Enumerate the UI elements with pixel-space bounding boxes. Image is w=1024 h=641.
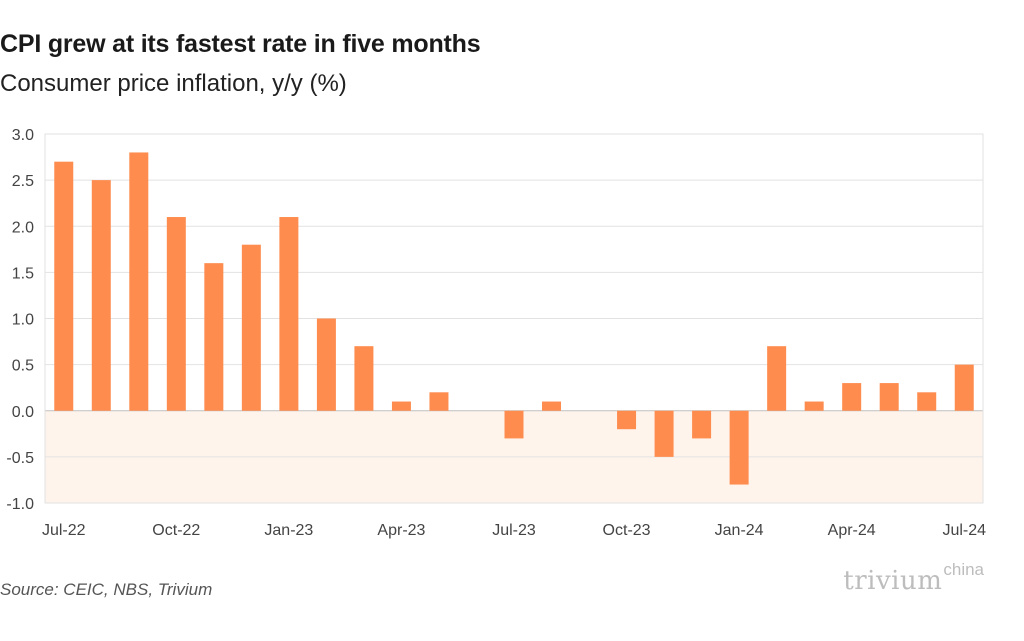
y-tick-label: -1.0 bbox=[6, 496, 34, 513]
bar-jan-23 bbox=[279, 217, 299, 411]
bar-jul-23 bbox=[504, 410, 524, 439]
bar-nov-23 bbox=[654, 410, 674, 457]
bars-layer bbox=[54, 152, 974, 485]
bar-apr-24 bbox=[842, 383, 862, 411]
bar-feb-23 bbox=[316, 318, 336, 411]
bar-may-23 bbox=[429, 392, 449, 411]
y-tick-label: 2.0 bbox=[12, 219, 34, 236]
x-tick-label: Jul-22 bbox=[42, 522, 86, 539]
y-tick-label: -0.5 bbox=[6, 450, 34, 467]
bar-jun-24 bbox=[917, 392, 937, 411]
bar-dec-22 bbox=[241, 244, 261, 411]
bar-mar-24 bbox=[804, 401, 824, 411]
bar-jul-24 bbox=[954, 364, 974, 411]
logo-main-text: trivium bbox=[843, 566, 943, 596]
y-tick-label: 0.0 bbox=[12, 404, 34, 421]
chart-subtitle: Consumer price inflation, y/y (%) bbox=[0, 70, 347, 97]
y-axis-ticks: 3.0 2.5 2.0 1.5 1.0 0.5 0.0 -0.5 -1.0 bbox=[6, 127, 34, 513]
y-tick-label: 0.5 bbox=[12, 358, 34, 375]
x-axis-ticks: Jul-22 Oct-22 Jan-23 Apr-23 Jul-23 Oct-23 Jan-… bbox=[42, 522, 986, 539]
x-tick-label: Jan-23 bbox=[264, 522, 313, 539]
bar-aug-22 bbox=[91, 180, 111, 411]
bar-nov-22 bbox=[204, 263, 224, 411]
y-tick-label: 1.0 bbox=[12, 312, 34, 329]
logo-sup-text: china bbox=[943, 560, 984, 579]
x-tick-label: Jan-24 bbox=[715, 522, 764, 539]
bar-feb-24 bbox=[767, 346, 787, 411]
bar-oct-23 bbox=[617, 410, 637, 430]
bar-dec-23 bbox=[692, 410, 712, 439]
y-tick-label: 1.5 bbox=[12, 265, 34, 282]
bar-jan-24 bbox=[729, 410, 749, 485]
plot-frame bbox=[44, 133, 984, 504]
bar-mar-23 bbox=[354, 346, 374, 411]
y-tick-label: 3.0 bbox=[12, 127, 34, 144]
x-tick-label: Oct-22 bbox=[152, 522, 200, 539]
bar-jul-22 bbox=[54, 161, 74, 411]
bar-oct-22 bbox=[166, 217, 186, 411]
x-tick-label: Oct-23 bbox=[603, 522, 651, 539]
bar-sep-22 bbox=[129, 152, 149, 411]
bar-may-24 bbox=[879, 383, 899, 411]
y-tick-label: 2.5 bbox=[12, 173, 34, 190]
bar-apr-23 bbox=[391, 401, 411, 411]
cpi-bar-chart: 3.0 2.5 2.0 1.5 1.0 0.5 0.0 -0.5 -1.0 Jul-22 Oct-… bbox=[6, 127, 986, 539]
x-tick-label: Apr-24 bbox=[828, 522, 876, 539]
x-tick-label: Jul-24 bbox=[942, 522, 986, 539]
trivium-china-logo: triviumchina bbox=[843, 560, 984, 596]
x-tick-label: Apr-23 bbox=[377, 522, 425, 539]
bar-aug-23 bbox=[542, 401, 562, 411]
chart-title: CPI grew at its fastest rate in five mon… bbox=[0, 30, 481, 58]
source-note: Source: CEIC, NBS, Trivium bbox=[0, 580, 213, 599]
x-tick-label: Jul-23 bbox=[492, 522, 536, 539]
